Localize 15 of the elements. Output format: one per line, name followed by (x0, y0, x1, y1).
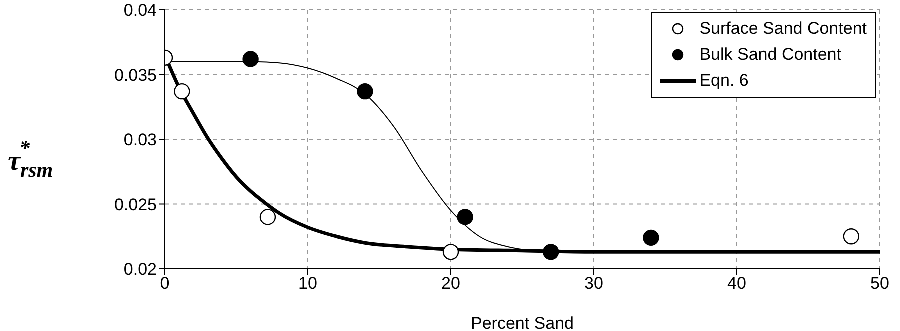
y-tick-label: 0.035 (114, 66, 157, 85)
y-tick-label: 0.025 (114, 195, 157, 214)
x-axis-title: Percent Sand (470, 314, 574, 331)
legend-label: Surface Sand Content (700, 19, 867, 39)
y-tick-label: 0.02 (124, 260, 157, 280)
x-tick-label: 40 (728, 274, 746, 294)
x-tick-label: 10 (298, 274, 318, 294)
y-tick-label: 0.04 (124, 1, 157, 20)
x-tick-label: 20 (442, 274, 460, 294)
legend-label: Bulk Sand Content (700, 45, 842, 65)
legend-label: Eqn. 6 (700, 71, 749, 91)
x-tick-label: 50 (870, 274, 890, 294)
x-tick-label: 30 (584, 274, 604, 294)
y-tick-label: 0.03 (124, 130, 157, 150)
x-tick-label: 0 (160, 274, 170, 294)
